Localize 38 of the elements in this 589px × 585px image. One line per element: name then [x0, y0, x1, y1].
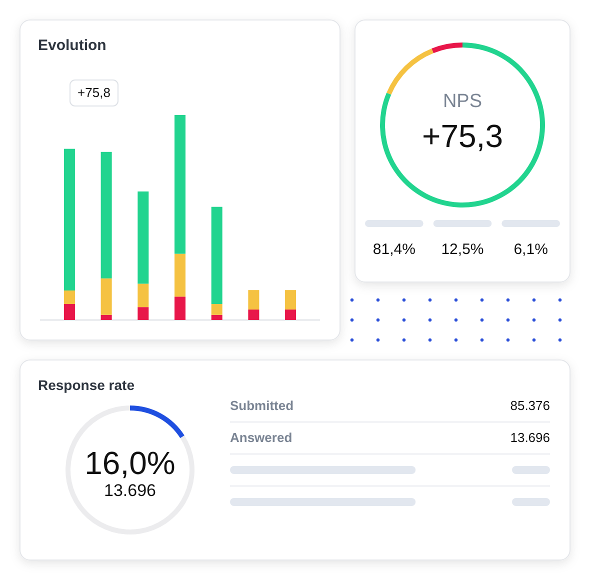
bar	[100, 278, 112, 315]
bar	[174, 254, 186, 297]
donut-slice	[66, 406, 194, 534]
text: +75,3	[422, 118, 503, 154]
text: Answered	[230, 430, 292, 445]
bar	[138, 284, 149, 308]
donut-slice	[130, 406, 184, 438]
bar	[64, 290, 75, 304]
donut-slice	[432, 42, 462, 54]
bar	[211, 314, 222, 320]
bar	[100, 152, 112, 278]
bar	[64, 304, 75, 320]
bar	[174, 115, 186, 254]
text: NPS	[442, 91, 482, 112]
bar	[211, 206, 222, 304]
text: +75,8	[78, 85, 110, 100]
bar	[285, 310, 296, 320]
bar	[174, 296, 186, 320]
text: 85.376	[510, 398, 550, 413]
bar	[248, 290, 260, 310]
text: 12,5%	[441, 241, 484, 258]
text: 81,4%	[372, 241, 416, 258]
chart-title: Response rate	[38, 377, 135, 393]
bar	[100, 314, 112, 320]
bar	[285, 290, 296, 310]
text: Submitted	[230, 398, 294, 413]
donut-slice	[386, 48, 434, 95]
bar	[248, 310, 260, 320]
text: 13.696	[104, 481, 156, 500]
bar	[138, 307, 149, 320]
text: 16,0%	[84, 445, 176, 481]
text: 13.696	[510, 430, 550, 445]
bar	[138, 191, 149, 284]
text: 6,1%	[514, 241, 548, 258]
bar	[211, 304, 222, 315]
bar	[64, 148, 75, 290]
chart-title: Evolution	[38, 37, 106, 54]
donut-slice	[380, 42, 545, 208]
